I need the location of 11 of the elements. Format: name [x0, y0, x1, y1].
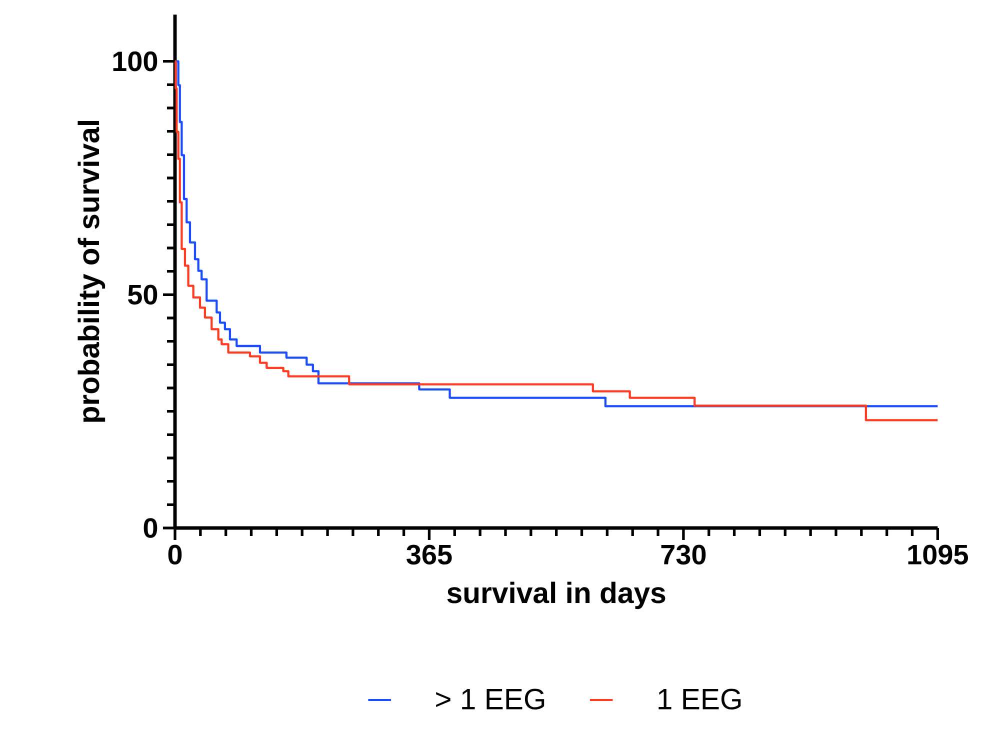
legend-label: 1 EEG: [658, 688, 741, 710]
x-tick-label: 0: [168, 544, 182, 565]
y-tick-label: 50: [128, 284, 158, 305]
y-axis-title: probability of survival: [78, 121, 106, 422]
x-axis-title: survival in days: [447, 582, 666, 610]
x-tick-label: 730: [661, 544, 706, 565]
y-tick-label: 0: [144, 518, 158, 538]
x-tick-label: 1095: [908, 544, 968, 565]
y-tick-label: 100: [113, 51, 158, 72]
x-tick-label: 365: [406, 544, 452, 565]
legend-label: > 1 EEG: [436, 688, 544, 710]
